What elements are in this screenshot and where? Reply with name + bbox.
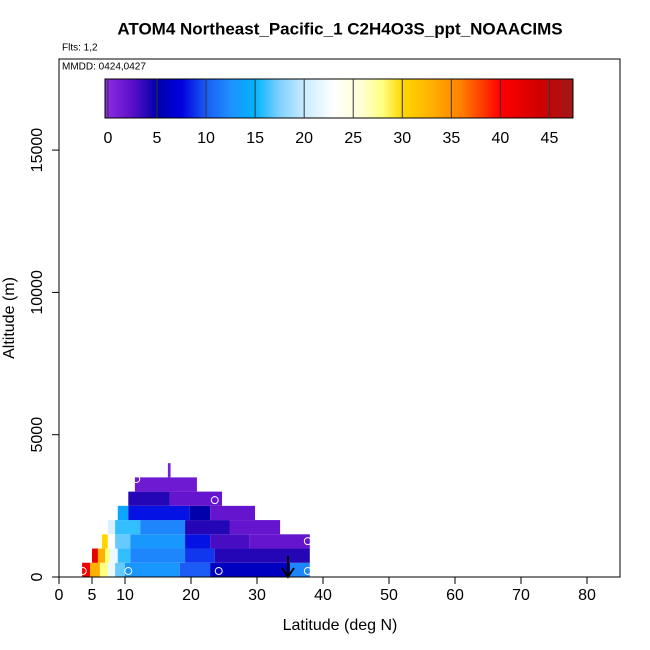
y-tick-label: 15000: [29, 128, 46, 173]
curtain-cell: [210, 562, 290, 577]
curtain-cell: [92, 548, 98, 563]
curtain-cell: [115, 562, 125, 577]
colorbar-tick-label: 15: [246, 130, 264, 147]
curtain-cell: [210, 534, 250, 549]
curtain-cell: [179, 562, 211, 577]
curtain-cell: [107, 520, 116, 535]
colorbar-tick-label: 40: [491, 130, 509, 147]
sample-point: [124, 567, 133, 576]
sample-point: [132, 475, 141, 484]
curtain-cell: [117, 548, 131, 563]
x-axis-label: Latitude (deg N): [283, 617, 398, 634]
curtain-cell: [90, 562, 100, 577]
x-tick-label: 5: [88, 587, 97, 604]
colorbar-tick-label: 10: [197, 130, 215, 147]
y-tick-label: 10000: [29, 270, 46, 315]
curtain-cell: [249, 534, 310, 549]
curtain-cell: [115, 520, 141, 535]
sample-point: [303, 537, 312, 546]
curtain-cell: [229, 520, 281, 535]
x-tick-label: 60: [446, 587, 464, 604]
x-tick-label: 70: [512, 587, 530, 604]
curtain-cell: [169, 491, 223, 506]
curtain-cell: [107, 562, 116, 577]
curtain-cell: [167, 463, 171, 478]
y-tick-label: 5000: [29, 417, 46, 453]
y-axis-label: Altitude (m): [1, 277, 18, 359]
curtain-cell: [130, 534, 186, 549]
colorbar-tick-label: 25: [344, 130, 362, 147]
x-tick-label: 10: [116, 587, 134, 604]
colorbar-tick-label: 35: [442, 130, 460, 147]
curtain-cell: [107, 534, 116, 549]
sample-point: [214, 567, 223, 576]
colorbar: [104, 78, 574, 119]
curtain-cell: [125, 562, 180, 577]
curtain-cell: [101, 534, 108, 549]
curtain-cell: [115, 534, 131, 549]
sample-point: [303, 567, 312, 576]
curtain-cell: [128, 505, 190, 521]
curtain-cell: [134, 477, 197, 492]
curtain-cell: [117, 505, 129, 521]
x-tick-label: 0: [55, 587, 64, 604]
curtain-cell: [140, 520, 186, 535]
curtain-cell: [128, 491, 170, 506]
colorbar-tick-label: 20: [295, 130, 313, 147]
subtitle: Flts: 1,2: [62, 43, 98, 54]
colorbar-tick-label: 45: [541, 130, 559, 147]
curtain-cell: [97, 548, 106, 563]
colorbar-tick-label: 5: [153, 130, 162, 147]
curtain-cell: [109, 548, 118, 563]
x-tick-label: 30: [248, 587, 266, 604]
y-tick-label: 0: [29, 572, 46, 581]
curtain-cell: [185, 548, 215, 563]
colorbar-tick-label: 30: [393, 130, 411, 147]
x-tick-label: 80: [578, 587, 596, 604]
x-tick-label: 40: [314, 587, 332, 604]
curtain-cell: [185, 520, 230, 535]
curtain-cell: [105, 548, 110, 563]
sample-point: [78, 567, 87, 576]
sample-point: [210, 496, 219, 505]
x-tick-label: 20: [182, 587, 200, 604]
colorbar-tick-label: 0: [103, 130, 112, 147]
chart-title: ATOM4 Northeast_Pacific_1 C2H4O3S_ppt_NO…: [117, 19, 562, 38]
curtain-cell: [130, 548, 186, 563]
curtain-cell: [214, 548, 310, 563]
annotation: MMDD: 0424,0427: [62, 62, 146, 73]
x-tick-label: 50: [380, 587, 398, 604]
curtain-cell: [210, 505, 256, 521]
curtain-cell: [185, 534, 211, 549]
curtain-cell: [189, 505, 211, 521]
plot-frame: [58, 58, 621, 578]
curtain-cell: [99, 562, 108, 577]
